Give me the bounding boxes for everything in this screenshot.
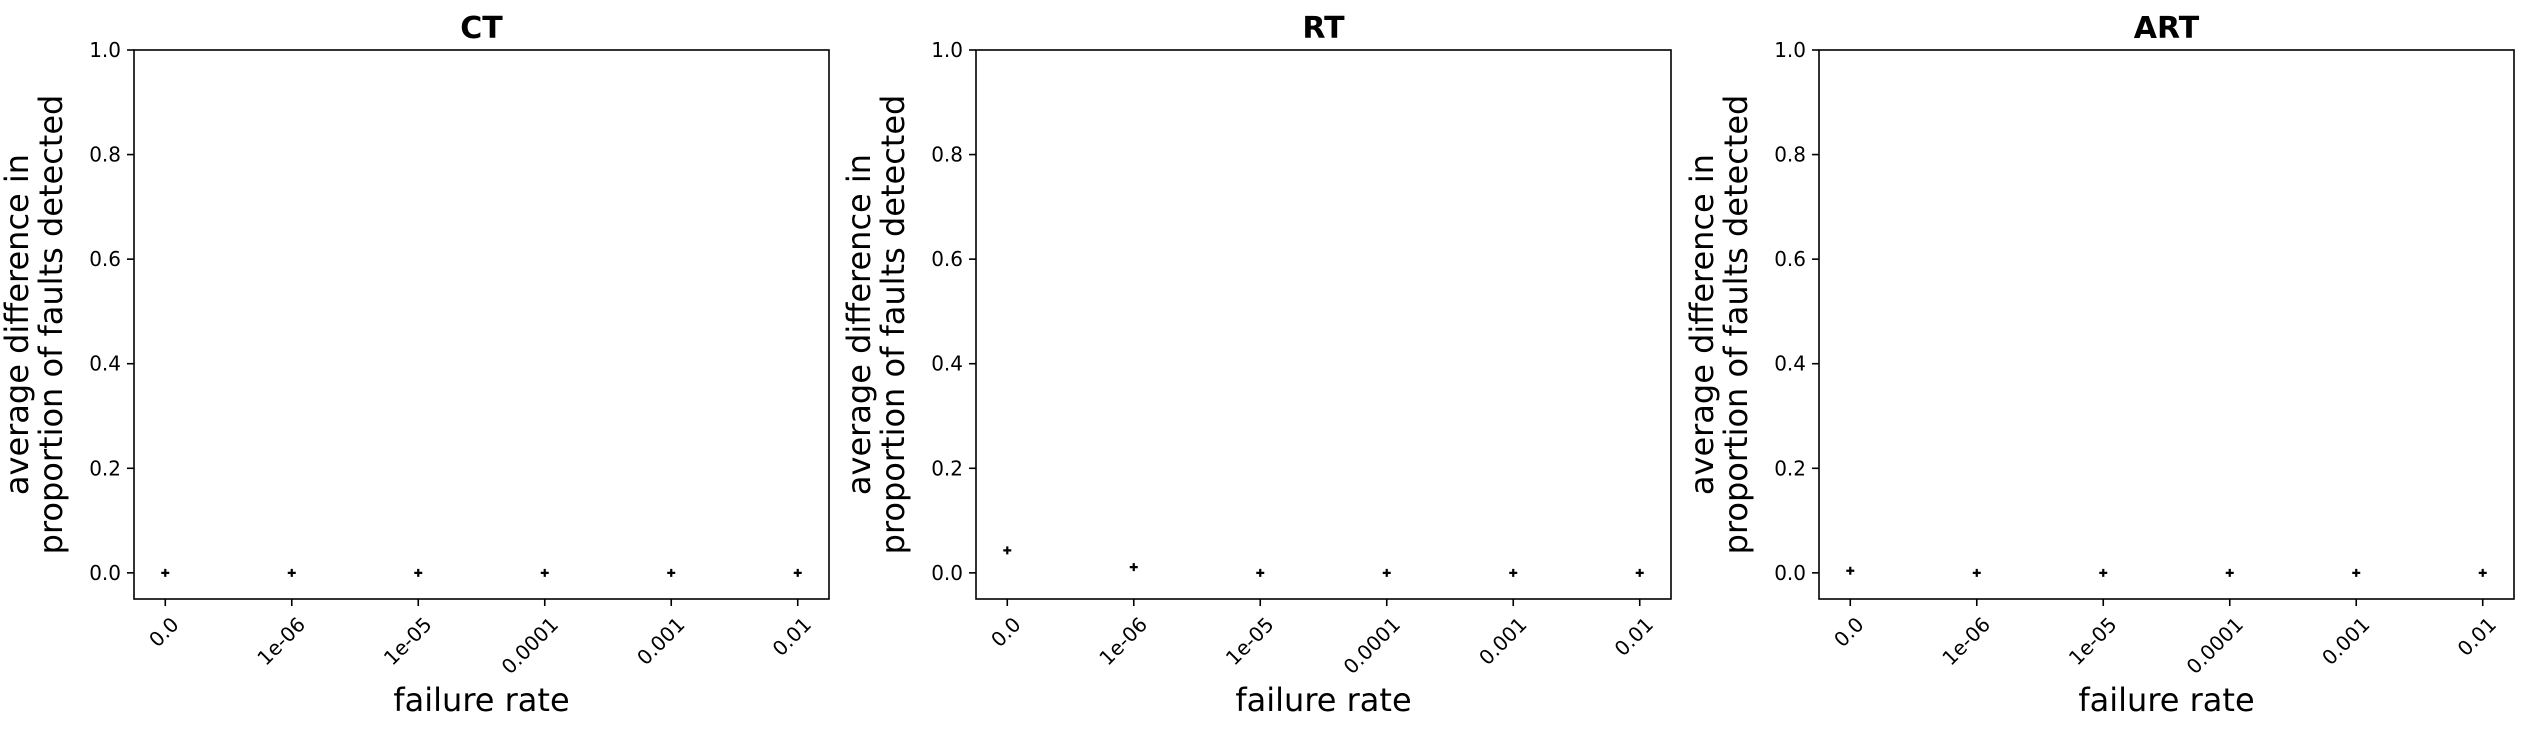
y-tick-label: 0.6 xyxy=(89,247,121,271)
data-point xyxy=(414,568,423,577)
y-tick-label: 0.0 xyxy=(1774,561,1806,585)
x-axis-label: failure rate xyxy=(1235,681,1411,719)
x-tick-label: 0.0 xyxy=(986,612,1025,651)
x-tick-label: 0.001 xyxy=(1474,612,1531,669)
plot-frame xyxy=(975,49,1672,600)
y-tick-label: 0.4 xyxy=(89,352,121,376)
data-point xyxy=(161,568,170,577)
x-tick-label: 0.001 xyxy=(632,612,689,669)
chart-title: ART xyxy=(2134,11,2200,46)
x-axis-label: failure rate xyxy=(393,681,569,719)
data-point xyxy=(287,568,296,577)
plot-frame xyxy=(133,49,830,600)
x-tick-label: 1e-05 xyxy=(2064,612,2122,670)
chart-panel-ct: CT 0.0 0.2 0.4 0.6 0.8 1.0 0.0 1e-06 1e-05 0.0001 0… xyxy=(0,11,830,719)
y-tick-label: 0.8 xyxy=(89,143,121,167)
x-tick-label: 1e-06 xyxy=(252,612,310,670)
data-point xyxy=(2478,568,2487,577)
y-tick-label: 0.6 xyxy=(1774,247,1806,271)
x-tick-label: 0.01 xyxy=(1610,612,1658,660)
data-point xyxy=(2352,568,2361,577)
y-tick-label: 0.8 xyxy=(1774,143,1806,167)
chart-title: RT xyxy=(1302,11,1345,46)
y-tick-label: 0.0 xyxy=(931,561,963,585)
data-point xyxy=(1972,568,1981,577)
chart-panel-rt: RT 0.0 0.2 0.4 0.6 0.8 1.0 0.0 1e-06 1e-05 0.0001 0… xyxy=(840,11,1672,719)
plot-frame xyxy=(1818,49,2515,600)
y-axis-label: proportion of faults detected xyxy=(874,95,912,555)
y-tick-label: 1.0 xyxy=(89,38,121,62)
y-tick-label: 0.2 xyxy=(1774,456,1806,480)
x-tick-label: 0.001 xyxy=(2317,612,2374,669)
y-axis-label: average difference in xyxy=(1683,154,1721,495)
data-point xyxy=(793,568,802,577)
x-tick-label: 0.0 xyxy=(144,612,183,651)
y-tick-label: 1.0 xyxy=(1774,38,1806,62)
data-point xyxy=(1256,568,1265,577)
y-tick-label: 0.4 xyxy=(1774,352,1806,376)
data-point xyxy=(540,568,549,577)
y-tick-label: 0.2 xyxy=(89,456,121,480)
data-point xyxy=(1129,563,1138,572)
data-point xyxy=(667,568,676,577)
data-point xyxy=(1846,566,1855,575)
data-point xyxy=(1382,568,1391,577)
y-tick-label: 0.6 xyxy=(931,247,963,271)
data-point xyxy=(1003,546,1012,555)
data-point xyxy=(2099,568,2108,577)
y-tick-label: 1.0 xyxy=(931,38,963,62)
x-tick-label: 1e-05 xyxy=(379,612,437,670)
chart-panel-art: ART 0.0 0.2 0.4 0.6 0.8 1.0 0.0 1e-06 1e-05 0.0001… xyxy=(1683,11,2515,719)
data-point xyxy=(1509,568,1518,577)
x-tick-label: 0.01 xyxy=(768,612,816,660)
x-tick-label: 0.0001 xyxy=(497,612,563,678)
chart-title: CT xyxy=(460,11,503,46)
y-axis-label: proportion of faults detected xyxy=(1717,95,1755,555)
y-axis-label: average difference in xyxy=(0,154,36,495)
data-point xyxy=(2225,568,2234,577)
x-tick-label: 0.0001 xyxy=(2182,612,2248,678)
y-axis-label: proportion of faults detected xyxy=(32,95,70,555)
x-tick-label: 0.0 xyxy=(1829,612,1868,651)
x-axis-label: failure rate xyxy=(2078,681,2254,719)
data-point xyxy=(1635,568,1644,577)
y-tick-label: 0.8 xyxy=(931,143,963,167)
y-axis-label: average difference in xyxy=(840,154,878,495)
y-tick-label: 0.0 xyxy=(89,561,121,585)
x-tick-label: 1e-06 xyxy=(1094,612,1152,670)
x-tick-label: 0.0001 xyxy=(1339,612,1405,678)
x-tick-label: 1e-05 xyxy=(1221,612,1279,670)
y-tick-label: 0.2 xyxy=(931,456,963,480)
x-tick-label: 0.01 xyxy=(2453,612,2501,660)
x-tick-label: 1e-06 xyxy=(1937,612,1995,670)
y-tick-label: 0.4 xyxy=(931,352,963,376)
